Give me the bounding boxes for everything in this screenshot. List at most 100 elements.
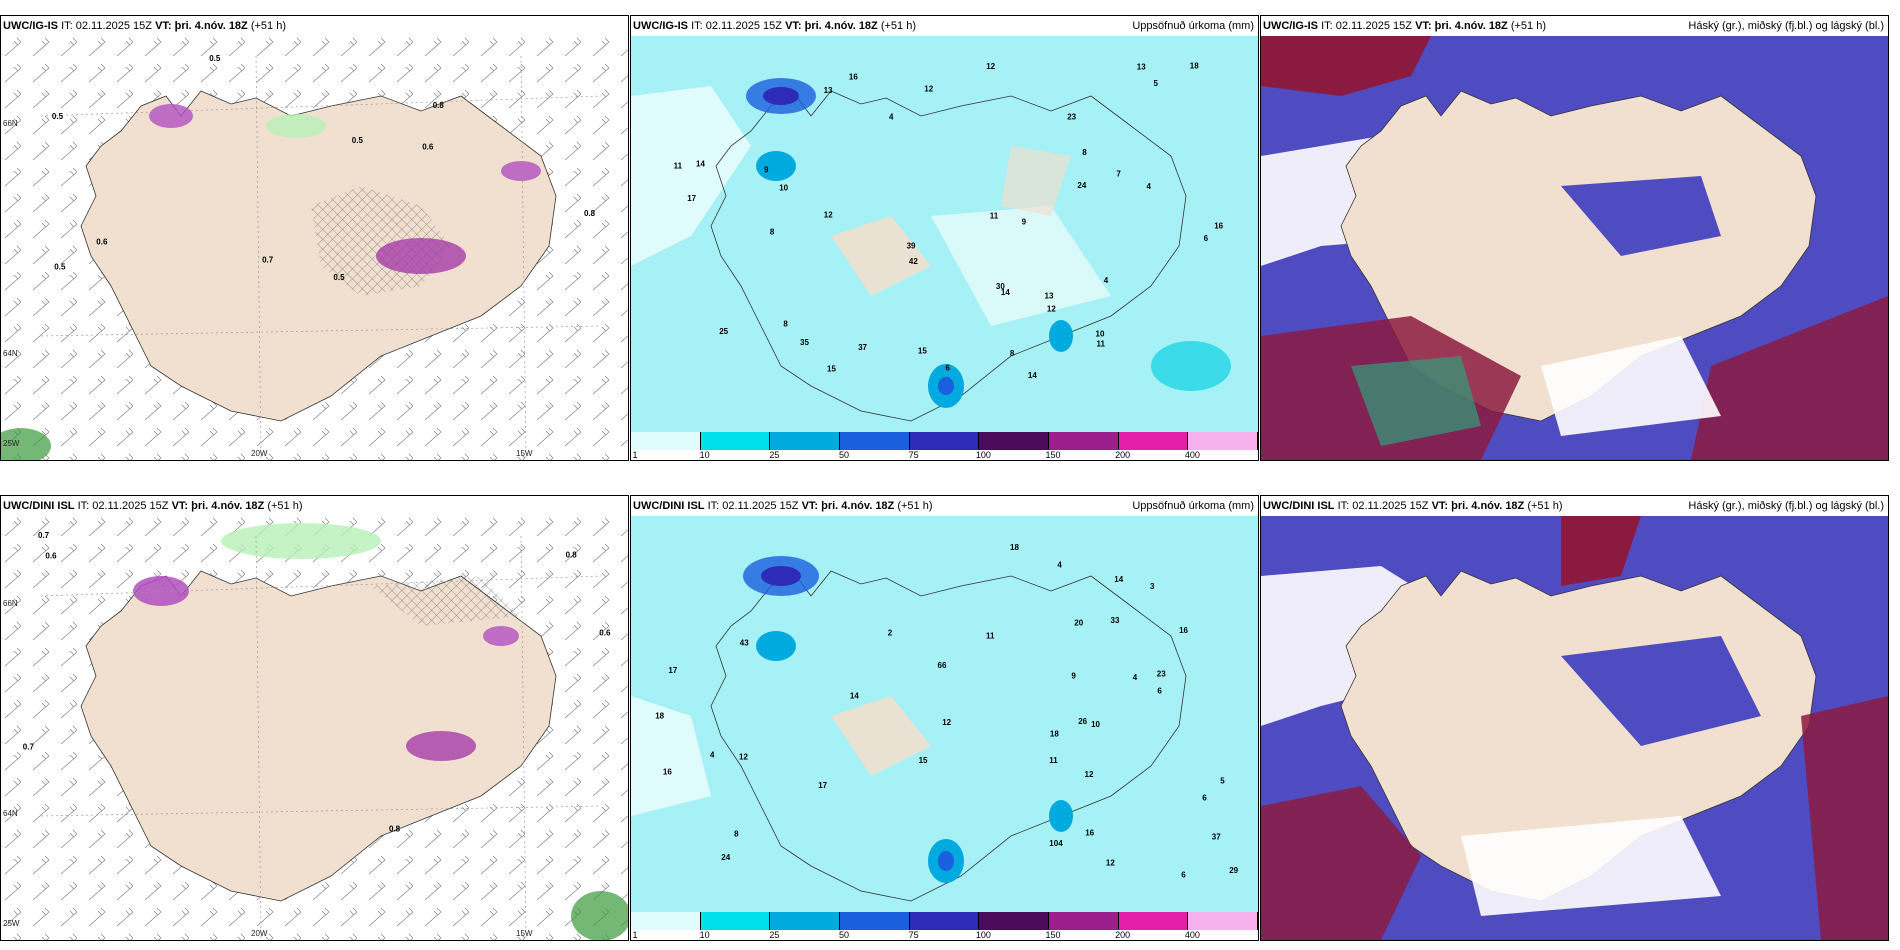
lon-label: 15W — [516, 449, 533, 458]
it-label: IT: — [1337, 500, 1350, 512]
map-value-label: 5 — [1154, 79, 1159, 88]
lead-time: (+51 h) — [250, 20, 287, 32]
colorbar-swatch — [909, 912, 980, 930]
vt-label: VT: þri. 4.nóv. 18Z — [155, 20, 248, 32]
map-value-label: 11 — [674, 161, 683, 170]
lead-time: (+51 h) — [897, 500, 933, 512]
cloud-map-panel-top: UWC/IG-IS IT: 02.11.2025 15Z VT: þri. 4.… — [1260, 15, 1889, 461]
colorbar-tick-label: 100 — [975, 450, 991, 460]
iceland-landmass — [710, 570, 1187, 902]
colorbar-swatch — [979, 912, 1049, 930]
map-value-label: 7 — [1116, 170, 1121, 179]
map-value-label: 5 — [1220, 776, 1225, 785]
colorbar-swatch — [700, 912, 771, 930]
map-value-label: 9 — [1022, 218, 1027, 227]
map-value-label: 12 — [739, 753, 748, 762]
weather-value-labels: 0.6 0.7 0.7 0.8 0.6 0.8 — [23, 531, 611, 833]
map-value-label: 15 — [827, 365, 836, 374]
map-area — [1261, 36, 1888, 460]
map-value-label: 8 — [783, 319, 788, 328]
map-value-label: 33 — [1111, 616, 1120, 625]
map-value-label: 16 — [1085, 828, 1094, 837]
map-value-label: 13 — [824, 86, 833, 95]
map-value-label: 23 — [1067, 112, 1076, 121]
map-value-label: 4 — [1057, 560, 1062, 569]
colorbar-tick-label: 50 — [838, 450, 850, 460]
map-value-label: 6 — [1181, 871, 1186, 880]
it-value: 02.11.2025 15Z — [722, 500, 799, 512]
panel-header: UWC/IG-IS IT: 02.11.2025 15Z VT: þri. 4.… — [1261, 16, 1888, 36]
map-value-label: 4 — [889, 112, 894, 121]
map-value-label: 23 — [1157, 670, 1166, 679]
colorbar-tick-label: 10 — [699, 930, 710, 940]
map-value-label: 43 — [740, 638, 749, 647]
precip-map-panel-bottom: UWC/DINI ISL IT: 02.11.2025 15Z VT: þri.… — [630, 495, 1259, 941]
panel-title: Háský (gr.), miðský (fj.bl.) og lágský (… — [1688, 500, 1884, 512]
map-value-label: 11 — [986, 632, 995, 641]
map-value-label: 18 — [1190, 61, 1199, 70]
vt-label: VT: þri. 4.nóv. 18Z — [171, 500, 265, 512]
colorbar-swatch — [770, 432, 840, 450]
colorbar-swatch — [631, 912, 701, 930]
map-value-label: 25 — [719, 327, 728, 336]
colorbar-swatch — [1049, 912, 1119, 930]
map-value-label: 0.5 — [333, 273, 345, 282]
panel-header: UWC/DINI ISL IT: 02.11.2025 15Z VT: þri.… — [1, 496, 628, 516]
colorbar-tick-label: 400 — [1184, 450, 1200, 460]
map-value-label: 12 — [924, 85, 933, 94]
vt-label: VT: þri. 4.nóv. 18Z — [801, 500, 895, 512]
precip-map-panel-top: UWC/IG-IS IT: 02.11.2025 15Z VT: þri. 4.… — [630, 15, 1259, 461]
map-value-label: 9 — [1071, 671, 1076, 680]
colorbar-swatch — [840, 912, 910, 930]
panel-header: UWC/DINI ISL IT: 02.11.2025 15Z VT: þri.… — [631, 496, 1258, 516]
colorbar-tick-label: 75 — [908, 930, 919, 940]
it-label: IT: — [1321, 20, 1333, 32]
weather-map-panel-top: UWC/IG-IS IT: 02.11.2025 15Z VT: þri. 4.… — [0, 15, 629, 461]
colorbar-tick-label: 200 — [1115, 450, 1131, 460]
map-value-label: 14 — [1028, 371, 1037, 380]
map-value-label: 0.8 — [584, 209, 596, 218]
vt-label: VT: þri. 4.nóv. 18Z — [785, 20, 878, 32]
colorbar-tick-label: 200 — [1115, 930, 1131, 940]
iceland-landmass — [80, 90, 557, 422]
map-value-label: 4 — [710, 750, 715, 759]
iceland-wind-map: 66N 64N 20W 15W 25W 0.6 0.7 0.7 0.8 0.6 0.8 — [1, 516, 628, 940]
it-value: 02.11.2025 15Z — [75, 20, 152, 32]
map-value-label: 0.7 — [262, 255, 274, 264]
map-value-label: 0.6 — [599, 628, 611, 637]
map-value-label: 4 — [1104, 276, 1109, 285]
colorbar-tick-label: 25 — [769, 930, 780, 940]
map-value-label: 26 — [1078, 717, 1087, 726]
it-label: IT: — [61, 20, 73, 32]
it-value: 02.11.2025 15Z — [92, 500, 169, 512]
iceland-cloud-map — [1261, 516, 1888, 940]
map-area: 66N 64N 20W 15W 25W 0.6 0.7 0.7 0.8 0.6 0.8 — [1, 516, 628, 940]
model-name: UWC/DINI ISL — [633, 500, 705, 512]
map-value-label: 16 — [1179, 626, 1188, 635]
map-value-label: 3 — [1150, 582, 1155, 591]
iceland-wind-map: 66N 64N 20W 15W 25W 0.50.80.80.70.50.60.… — [1, 36, 628, 460]
map-value-label: 0.7 — [38, 531, 50, 540]
map-value-label: 9 — [764, 166, 769, 175]
it-value: 02.11.2025 15Z — [1352, 500, 1429, 512]
iceland-precip-map: 14 13 8 9 7 8 6 12 42 35 25 11 39 30 24 13 17 5 4 4 10 14 15 11… — [631, 36, 1258, 432]
map-value-label: 13 — [1137, 63, 1146, 72]
map-value-label: 35 — [800, 338, 809, 347]
colorbar-tick-label: 150 — [1045, 450, 1061, 460]
panel-header: UWC/IG-IS IT: 02.11.2025 15Z VT: þri. 4.… — [1, 16, 628, 36]
colorbar-swatch — [1118, 912, 1189, 930]
colorbar-swatch — [840, 432, 910, 450]
lon-label: 25W — [3, 439, 20, 448]
map-area: 11 5 4 6 104 33 23 66 37 12 26 18 16 12 17 6 3 4 14 2 15 18 9 4… — [631, 516, 1258, 940]
lon-label: 20W — [251, 449, 268, 458]
colorbar-swatch — [1118, 432, 1189, 450]
colorbar-tick-label: 10 — [699, 450, 710, 460]
map-value-label: 14 — [1001, 288, 1010, 297]
map-value-label: 18 — [1050, 729, 1059, 738]
lead-time: (+51 h) — [1510, 20, 1547, 32]
lat-label: 64N — [3, 809, 18, 818]
panel-title: Háský (gr.), miðský (fj.bl.) og lágský (… — [1688, 20, 1884, 32]
map-value-label: 11 — [1097, 340, 1106, 349]
